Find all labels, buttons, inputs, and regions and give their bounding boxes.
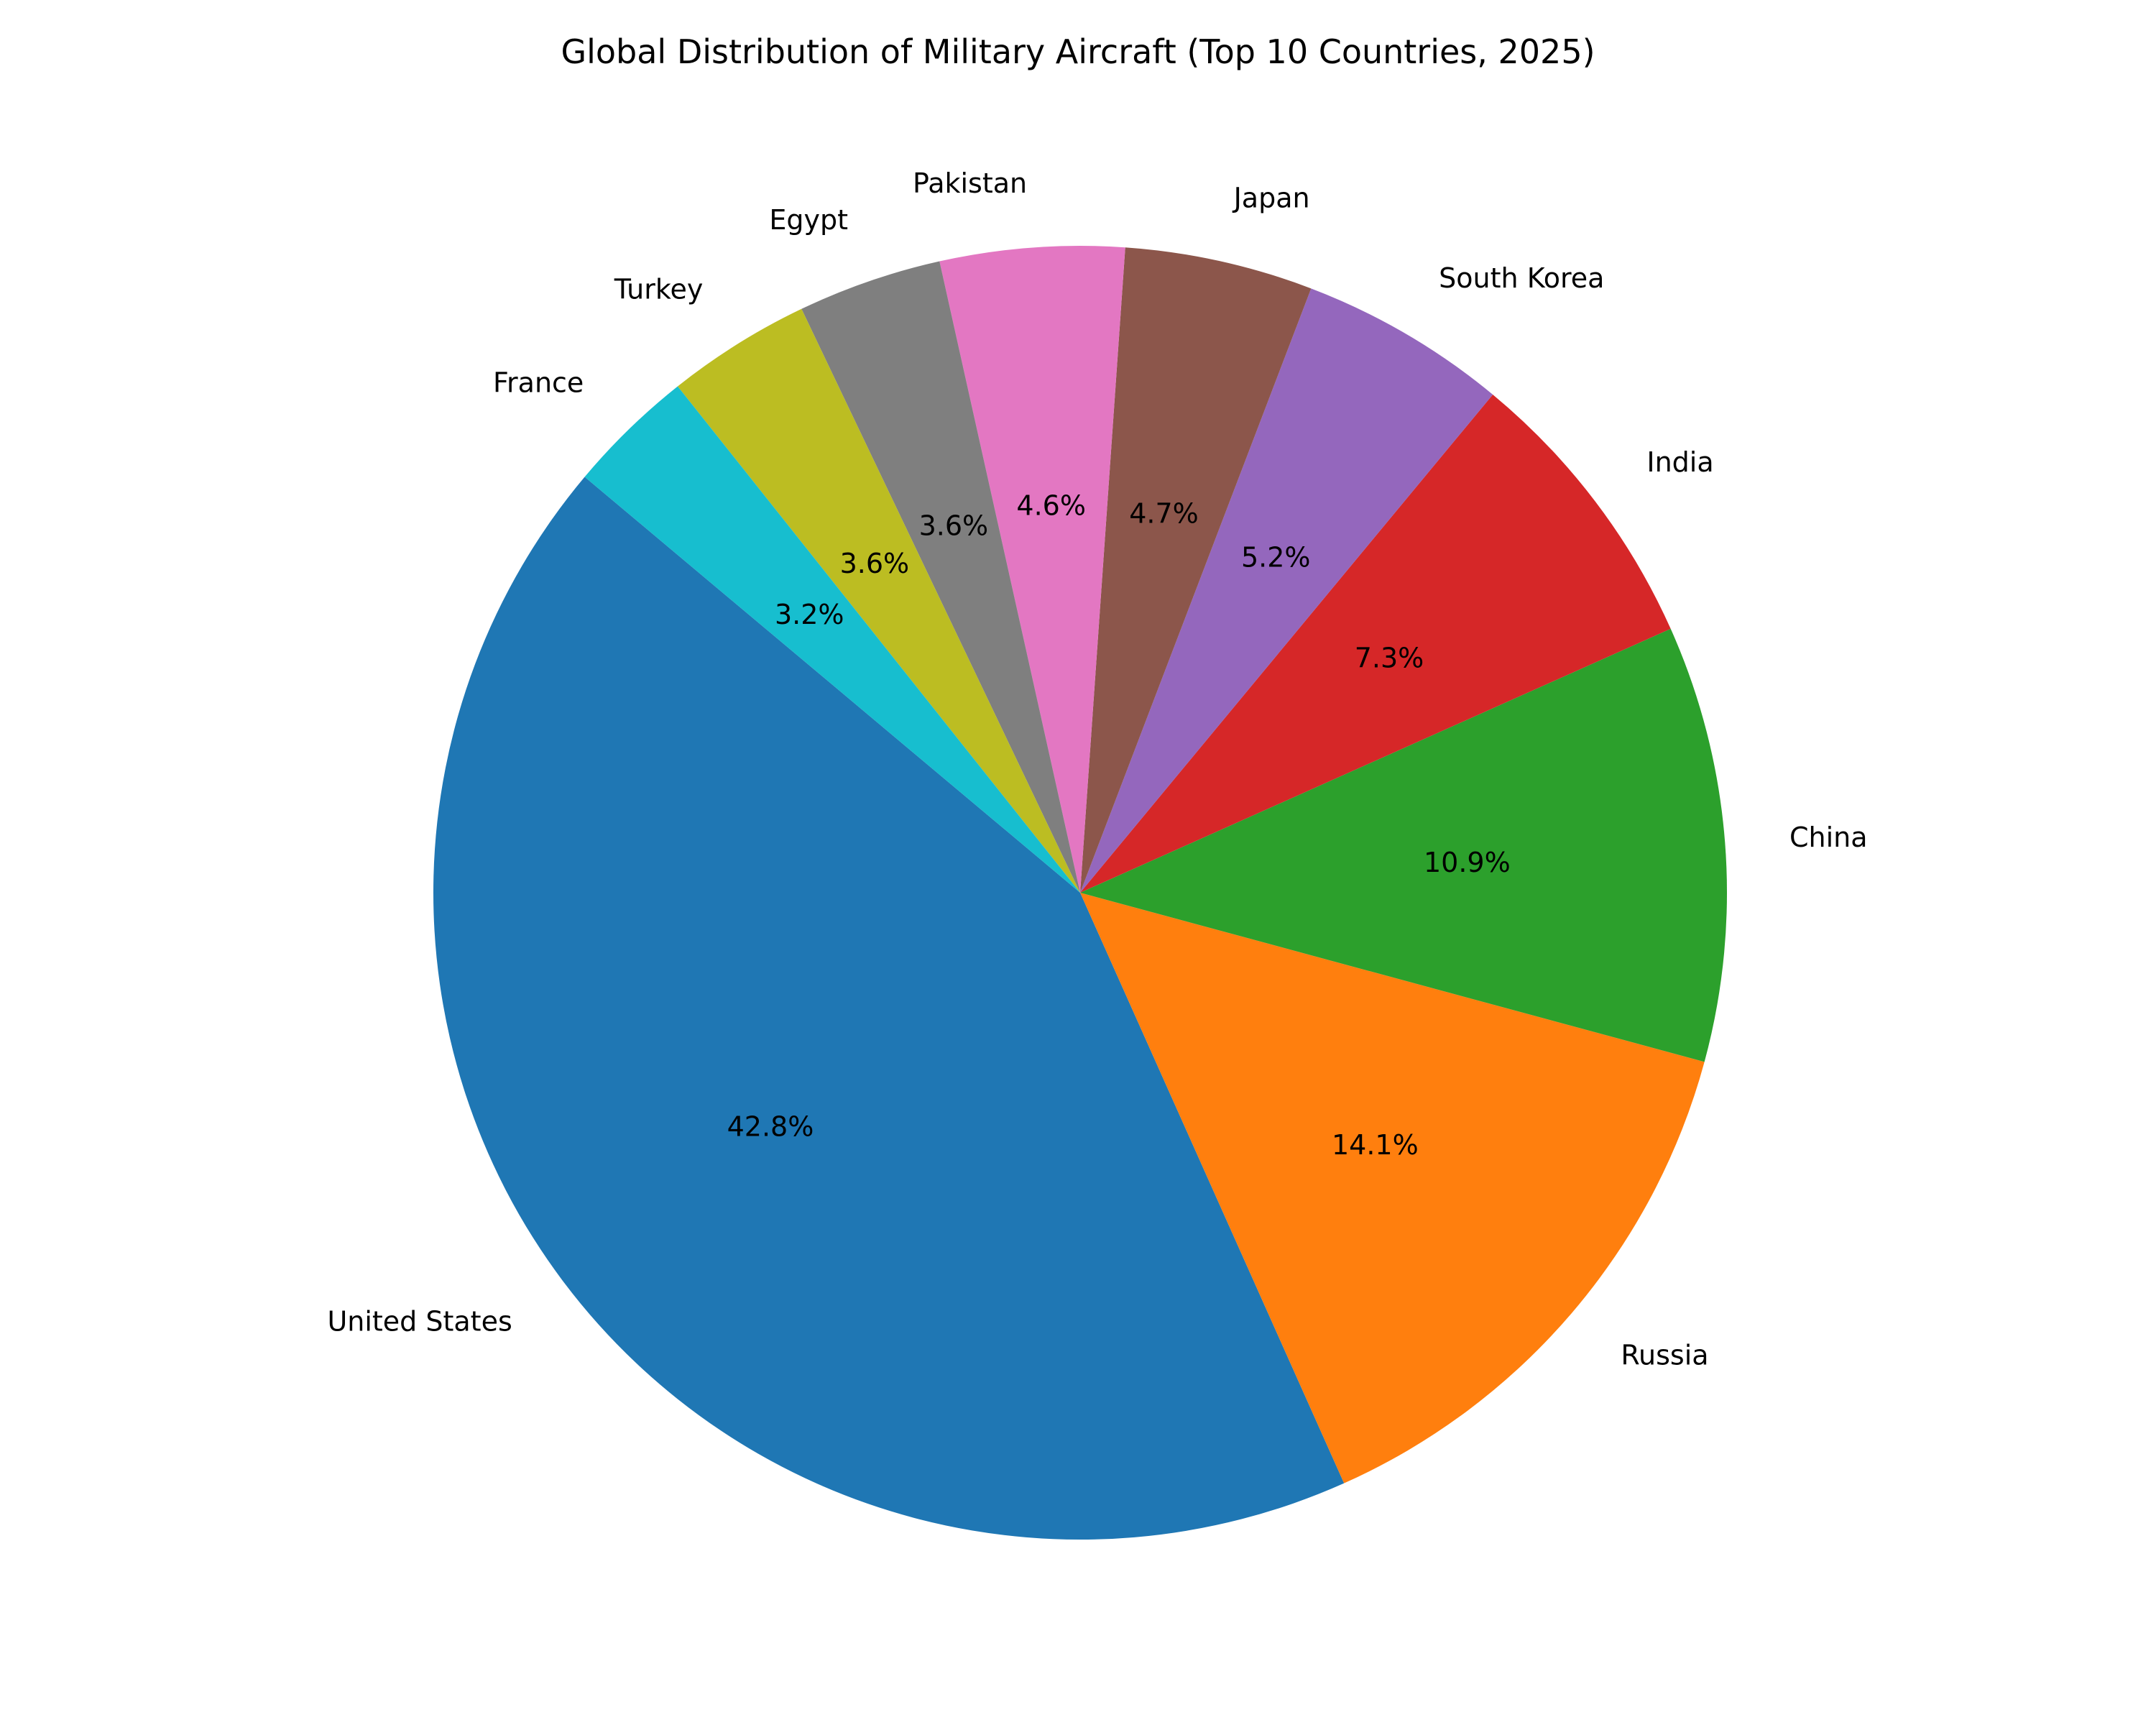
slice-france — [584, 386, 1080, 893]
pct-label-china: 10.9% — [1424, 847, 1511, 878]
pct-label-turkey: 3.6% — [840, 548, 910, 579]
label-egypt: Egypt — [769, 204, 848, 236]
label-turkey: Turkey — [614, 273, 704, 305]
chart-title: Global Distribution of Military Aircraft… — [561, 32, 1595, 71]
slice-pakistan — [939, 245, 1125, 893]
label-pakistan: Pakistan — [913, 167, 1027, 199]
slice-turkey — [677, 308, 1080, 893]
pct-label-pakistan: 4.6% — [1016, 490, 1086, 522]
pct-label-france: 3.2% — [775, 599, 844, 630]
slice-india — [1080, 394, 1671, 893]
label-india: India — [1646, 446, 1713, 478]
slice-china — [1080, 628, 1727, 1062]
slice-united-states — [433, 477, 1345, 1540]
pct-label-egypt: 3.6% — [919, 510, 989, 542]
pct-label-south-korea: 5.2% — [1241, 542, 1311, 574]
pct-label-united-states: 42.8% — [727, 1110, 814, 1142]
label-russia: Russia — [1621, 1339, 1708, 1371]
pct-label-india: 7.3% — [1355, 642, 1424, 673]
slice-south-korea — [1080, 288, 1493, 893]
label-united-states: United States — [327, 1305, 512, 1337]
slice-russia — [1080, 893, 1705, 1484]
slice-egypt — [801, 261, 1080, 893]
pie-labels: United States 42.8% Russia 14.1% China 10.9% I… — [327, 167, 1867, 1371]
label-south-korea: South Korea — [1439, 262, 1604, 294]
label-japan: Japan — [1233, 182, 1310, 213]
pie-slices — [433, 245, 1727, 1540]
slice-japan — [1080, 247, 1312, 893]
pct-label-japan: 4.7% — [1129, 498, 1199, 530]
pct-label-russia: 14.1% — [1332, 1129, 1419, 1161]
label-france: France — [493, 367, 584, 399]
label-china: China — [1789, 822, 1868, 853]
